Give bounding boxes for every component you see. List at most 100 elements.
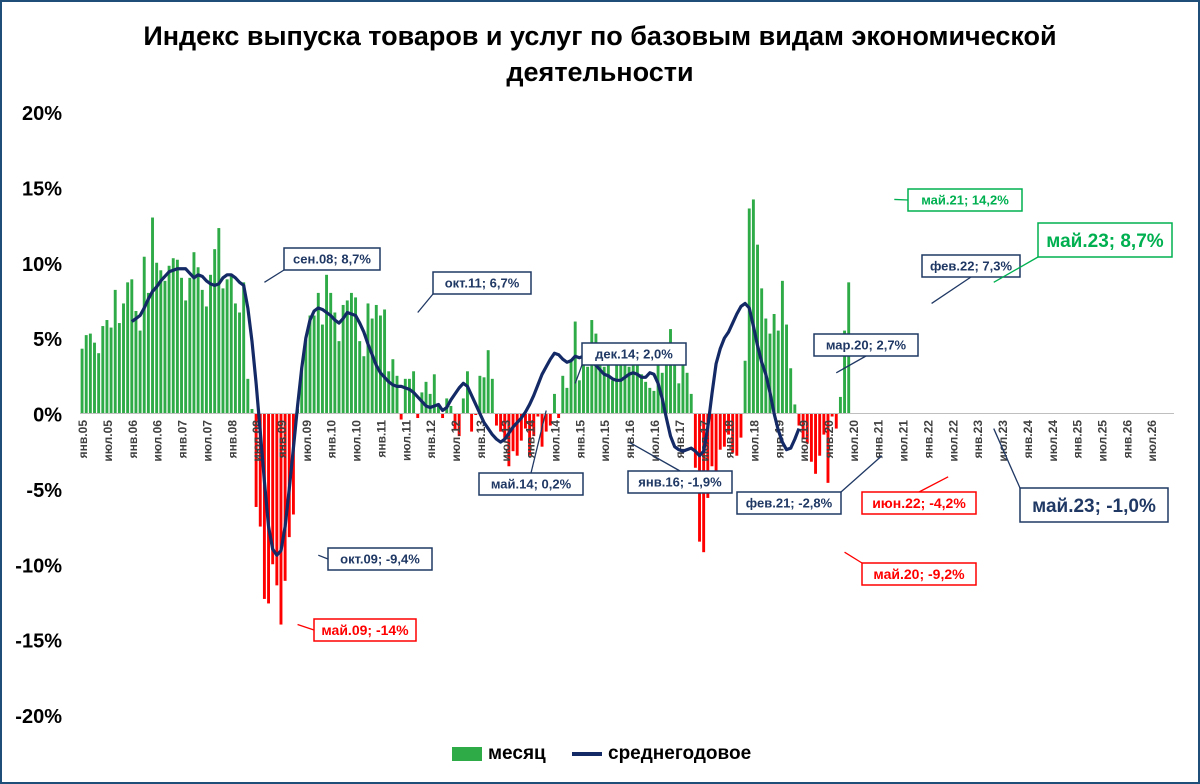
bar-month xyxy=(300,368,304,414)
bar-month xyxy=(760,288,764,414)
bar-month xyxy=(565,387,569,414)
legend-item-line: среднегодовое xyxy=(572,743,751,765)
legend-bar-label: месяц xyxy=(488,743,546,764)
bar-month xyxy=(88,333,92,414)
bar-month xyxy=(271,413,275,565)
x-tick-label: янв.14 xyxy=(524,420,538,459)
bar-month xyxy=(333,312,337,414)
bar-month xyxy=(403,378,407,414)
x-tick-label: июл.10 xyxy=(350,420,364,462)
bar-month xyxy=(826,413,830,483)
x-tick-label: янв.19 xyxy=(772,420,786,459)
bar-month xyxy=(200,289,204,414)
bar-month xyxy=(180,277,183,414)
bar-month xyxy=(225,279,229,414)
bar-month xyxy=(159,270,163,414)
x-tick-label: июл.06 xyxy=(151,420,165,462)
bar-month xyxy=(586,366,590,414)
bar-month xyxy=(204,306,208,414)
bar-month xyxy=(105,320,109,414)
bar-month xyxy=(507,413,511,467)
y-tick-label: -10% xyxy=(15,555,62,577)
callout-box xyxy=(921,254,1021,278)
bar-month xyxy=(267,413,270,604)
bar-month xyxy=(722,413,726,447)
callout-leader xyxy=(835,355,867,374)
x-tick-label: янв.05 xyxy=(76,420,90,459)
callout-leader xyxy=(297,623,315,631)
callout-leader xyxy=(993,256,1039,283)
bar-month xyxy=(117,323,121,414)
legend-bar-swatch xyxy=(452,747,482,761)
bar-month xyxy=(818,413,822,456)
bar-month xyxy=(511,413,515,452)
bar-month xyxy=(470,413,474,432)
x-tick-label: янв.12 xyxy=(424,420,438,459)
callout-leader xyxy=(628,441,681,472)
callout-box xyxy=(736,491,842,515)
callout-box xyxy=(327,547,433,571)
callout-label: окт.11; 6,7% xyxy=(445,276,520,291)
bar-month xyxy=(474,413,478,416)
bar-month xyxy=(615,357,619,414)
x-tick-label: июл.11 xyxy=(399,420,413,461)
bar-month xyxy=(553,393,556,414)
callout-box xyxy=(432,271,532,295)
bar-month xyxy=(233,303,237,414)
y-tick-label: -20% xyxy=(15,706,62,728)
callout-box xyxy=(581,342,687,366)
callout-leader xyxy=(844,551,863,564)
callout-leader xyxy=(993,428,1021,489)
x-tick-label: июл.19 xyxy=(797,420,811,462)
bar-month xyxy=(611,380,614,414)
bar-month xyxy=(262,413,266,599)
callout-label: дек.14; 2,0% xyxy=(595,347,673,362)
x-tick-label: янв.18 xyxy=(723,420,737,459)
callout-box xyxy=(1019,487,1169,523)
bar-month xyxy=(358,341,362,414)
callout-label: фев.22; 7,3% xyxy=(930,259,1013,274)
bar-month xyxy=(151,217,154,414)
bar-month xyxy=(843,330,847,414)
bar-month xyxy=(669,329,672,414)
bar-month xyxy=(499,413,503,432)
bar-month xyxy=(693,413,697,468)
callout-leader xyxy=(530,410,547,474)
bar-month xyxy=(834,413,838,429)
legend-item-bars: месяц xyxy=(452,743,546,765)
bar-month xyxy=(482,377,486,414)
bar-month xyxy=(689,393,693,414)
x-tick-label: янв.26 xyxy=(1120,420,1134,459)
bar-month xyxy=(793,404,797,414)
y-tick-label: 0% xyxy=(33,405,62,427)
chart-title-line-1: Индекс выпуска товаров и услуг по базовы… xyxy=(143,21,1057,51)
x-tick-label: янв.09 xyxy=(275,420,289,459)
x-tick-label: июл.07 xyxy=(200,420,214,462)
bar-month xyxy=(242,282,246,414)
callout-leader xyxy=(931,276,972,304)
bar-month xyxy=(395,375,399,414)
bar-month xyxy=(424,381,428,414)
bar-month xyxy=(283,413,287,581)
callout-label: май.14; 0,2% xyxy=(491,477,572,492)
bar-month xyxy=(743,360,747,414)
bar-month xyxy=(515,413,519,456)
bar-month xyxy=(548,413,552,426)
y-tick-label: 5% xyxy=(33,329,62,351)
bar-month xyxy=(623,348,627,414)
bar-month xyxy=(594,333,598,414)
line-series xyxy=(130,267,801,557)
bar-month xyxy=(449,405,453,414)
bar-month xyxy=(822,413,826,435)
callout-label: май.21; 14,2% xyxy=(921,193,1009,208)
bar-month xyxy=(370,318,374,414)
bar-month xyxy=(727,413,730,435)
bar-month xyxy=(155,262,159,414)
bar-month xyxy=(524,413,527,429)
bar-month xyxy=(751,199,755,414)
bar-month xyxy=(735,413,739,456)
bar-month xyxy=(366,303,370,414)
bar-month xyxy=(648,387,652,414)
x-tick-label: июл.16 xyxy=(648,420,662,462)
bar-month xyxy=(122,303,125,414)
